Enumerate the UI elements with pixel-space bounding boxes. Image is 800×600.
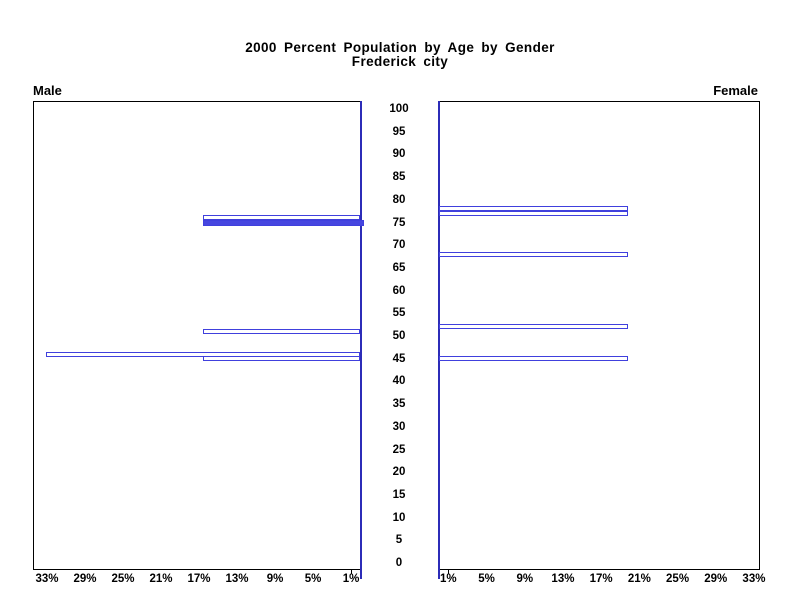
chart-title: 2000 Percent Population by Age by Gender: [245, 40, 555, 55]
male-pct-tick-label: 25%: [111, 573, 135, 585]
age-tick-label: 25: [392, 443, 406, 456]
male-bar-age-46: [45, 351, 361, 357]
female-pct-tick-label: 1%: [440, 573, 457, 585]
age-tick-label: 80: [392, 193, 406, 206]
female-bar-age-68: [438, 251, 628, 257]
age-tick-label: 90: [392, 148, 406, 161]
age-tick-label: 65: [392, 261, 406, 274]
age-tick-label: 75: [392, 216, 406, 229]
age-tick-label: 10: [392, 511, 406, 524]
age-tick-label: 70: [392, 239, 406, 252]
age-tick-label: 50: [392, 330, 406, 342]
male-pct-tick-label: 5%: [304, 573, 322, 585]
age-tick-label: 45: [392, 352, 406, 365]
female-plot-area: [438, 101, 760, 570]
female-pct-tick-label: 9%: [516, 573, 534, 585]
male-bar-age-45: [202, 356, 361, 362]
female-pct-tick-label: 25%: [666, 573, 690, 585]
male-zero-axis-line: [359, 101, 362, 579]
female-bar-age-52: [438, 324, 628, 330]
age-tick-label: 20: [392, 466, 406, 479]
age-tick-label: 15: [392, 488, 406, 501]
age-tick-label: 95: [392, 125, 406, 138]
male-pct-tick-label: 1%: [342, 573, 360, 585]
male-pct-tick-mark: [351, 569, 352, 574]
female-bar-age-45: [438, 356, 628, 362]
male-pct-tick-label: 9%: [266, 573, 284, 585]
male-pct-tick-label: 13%: [225, 573, 249, 585]
female-pct-tick-label: 17%: [589, 573, 613, 585]
age-tick-label: 5: [395, 534, 403, 547]
chart-subtitle: Frederick city: [351, 54, 449, 69]
female-pct-tick-label: 13%: [551, 573, 575, 585]
female-panel-label: Female: [713, 83, 758, 98]
female-zero-axis-line: [437, 101, 440, 579]
age-tick-label: 100: [389, 103, 409, 115]
female-pct-tick-label: 5%: [478, 573, 495, 585]
male-panel-label: Male: [33, 83, 62, 98]
age-tick-label: 35: [392, 398, 406, 411]
male-bar-age-75: [202, 219, 365, 226]
male-plot-area: [33, 101, 361, 570]
female-bar-age-78: [438, 206, 628, 212]
male-pct-tick-label: 29%: [73, 573, 97, 585]
male-pct-tick-label: 17%: [187, 573, 211, 585]
male-pct-tick-label: 33%: [35, 573, 59, 585]
female-pct-tick-label: 29%: [704, 573, 728, 585]
female-pct-tick-label: 33%: [742, 573, 766, 585]
age-tick-label: 0: [395, 557, 403, 569]
age-tick-label: 60: [392, 284, 406, 297]
age-tick-label: 55: [392, 307, 406, 320]
female-bar-age-77: [438, 210, 628, 216]
age-tick-label: 85: [392, 171, 406, 184]
chart-title-block: 2000 Percent Population by Age by Gender…: [0, 41, 800, 69]
age-tick-label: 40: [392, 375, 406, 388]
female-pct-tick-label: 21%: [627, 573, 651, 585]
age-tick-label: 30: [392, 420, 406, 433]
male-bar-age-51: [202, 328, 361, 334]
male-pct-tick-label: 21%: [149, 573, 173, 585]
female-pct-tick-mark: [448, 569, 450, 574]
